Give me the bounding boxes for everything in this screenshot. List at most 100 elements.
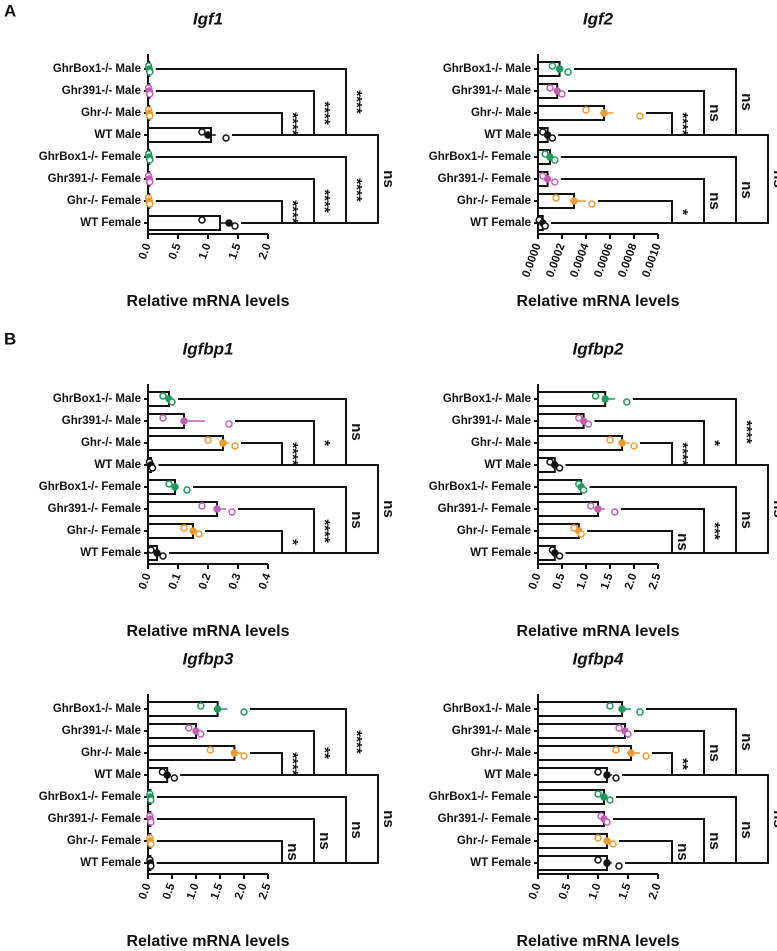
category-label: WT Male — [484, 459, 531, 471]
category-label: Ghr391-/- Male — [452, 415, 531, 427]
data-point — [146, 90, 154, 98]
category-label: WT Male — [94, 459, 141, 471]
category-label: Ghr-/- Male — [471, 107, 531, 119]
data-point — [577, 530, 585, 538]
category-label: GhrBox1-/- Male — [443, 63, 531, 75]
category-label: Ghr391-/- Female — [48, 173, 141, 185]
data-point — [148, 464, 157, 472]
data-point — [548, 134, 557, 142]
data-point — [204, 436, 212, 444]
significance-label: **** — [674, 112, 691, 136]
x-tick-label: 0.0 — [137, 242, 154, 261]
category-label: WT Male — [484, 769, 531, 781]
data-point — [146, 68, 154, 76]
x-axis-label: Relative mRNA levels — [126, 293, 289, 310]
x-tick-label: 2.0 — [257, 242, 274, 261]
data-point — [630, 442, 638, 450]
data-point — [555, 65, 564, 73]
significance-label: ** — [674, 758, 691, 770]
x-tick-label: 2.0 — [623, 572, 640, 591]
category-label: Ghr-/- Female — [457, 525, 531, 537]
significance-label: ns — [738, 733, 755, 751]
data-point — [594, 790, 602, 798]
data-point — [627, 749, 635, 757]
data-point — [615, 724, 623, 732]
data-point — [612, 746, 620, 754]
significance-label: ns — [770, 170, 777, 188]
data-point — [198, 502, 206, 510]
data-point — [165, 480, 173, 488]
x-tick-label: 1.5 — [599, 571, 616, 591]
category-label: Ghr-/- Female — [67, 195, 141, 207]
data-point — [552, 194, 560, 202]
x-tick-label: 0.4 — [257, 571, 274, 591]
data-point — [219, 439, 227, 447]
significance-label: **** — [316, 189, 333, 213]
significance-label: ns — [706, 192, 723, 210]
x-tick-label: 0.0006 — [592, 242, 615, 279]
significance-bracket — [180, 708, 347, 776]
significance-label: **** — [284, 200, 301, 224]
data-point — [185, 724, 193, 732]
x-tick-label: 0.0 — [527, 882, 544, 901]
data-point — [197, 702, 205, 710]
data-point — [222, 134, 230, 142]
category-label: GhrBox1-/- Female — [429, 481, 531, 493]
data-point — [147, 546, 155, 554]
category-label: GhrBox1-/- Male — [443, 393, 531, 405]
data-point — [603, 837, 611, 845]
data-point — [600, 793, 608, 801]
significance-bracket — [558, 68, 737, 136]
significance-label: ns — [348, 821, 365, 839]
category-label: GhrBox1-/- Female — [39, 151, 141, 163]
significance-label: ns — [738, 821, 755, 839]
x-tick-label: 0.0 — [527, 572, 544, 591]
data-point — [230, 749, 239, 757]
data-point — [555, 464, 564, 472]
data-point — [611, 508, 619, 516]
x-tick-label: 1.0 — [587, 882, 604, 901]
bar — [537, 723, 626, 739]
data-point — [240, 752, 248, 760]
category-label: GhrBox1-/- Female — [39, 481, 141, 493]
category-label: Ghr-/- Female — [67, 835, 141, 847]
data-point — [636, 112, 644, 120]
x-tick-label: 0.5 — [557, 881, 574, 901]
data-point — [159, 552, 167, 560]
category-label: Ghr-/- Male — [471, 747, 531, 759]
data-point — [168, 398, 176, 406]
x-tick-label: 2.5 — [257, 881, 274, 901]
significance-label: *** — [706, 522, 723, 540]
data-point — [171, 483, 179, 491]
data-point — [582, 106, 590, 114]
x-axis-label: Relative mRNA levels — [126, 933, 289, 950]
data-point — [198, 128, 206, 136]
significance-bracket — [551, 134, 769, 224]
category-label: Ghr-/- Male — [81, 107, 141, 119]
data-point — [551, 178, 559, 186]
significance-label: * — [674, 209, 691, 215]
category-label: Ghr391-/- Male — [62, 725, 141, 737]
data-point — [603, 818, 611, 826]
significance-label: ns — [348, 423, 365, 441]
category-label: Ghr391-/- Female — [438, 813, 531, 825]
significance-label: * — [284, 539, 301, 545]
significance-label: ns — [738, 511, 755, 529]
x-tick-label: 2.5 — [647, 571, 664, 591]
significance-bracket — [156, 840, 283, 864]
panel-label: A — [4, 1, 16, 20]
category-label: GhrBox1-/- Male — [443, 703, 531, 715]
bar — [537, 811, 605, 827]
data-point — [180, 524, 188, 532]
category-label: GhrBox1-/- Female — [429, 151, 531, 163]
significance-label: * — [706, 440, 723, 446]
bar — [537, 789, 605, 805]
category-label: WT Female — [470, 857, 531, 869]
data-point — [225, 219, 233, 227]
data-point — [606, 436, 614, 444]
bar — [147, 745, 236, 761]
category-label: WT Female — [80, 217, 141, 229]
category-label: WT Female — [80, 857, 141, 869]
data-point — [606, 796, 614, 804]
